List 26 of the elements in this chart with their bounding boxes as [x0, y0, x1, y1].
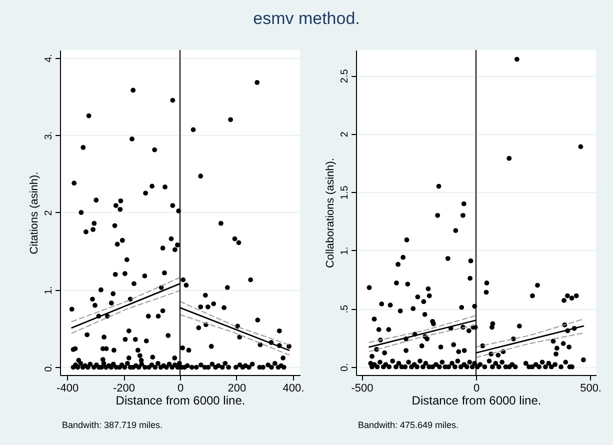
x-axis-title: Distance from 6000 line.: [116, 394, 246, 408]
x-axis-title: Distance from 6000 line.: [412, 394, 542, 408]
y-tick-label: .5: [340, 304, 350, 314]
x-tick-label: 500.: [580, 382, 602, 394]
x-tick-label: -400: [56, 382, 79, 394]
x-tick-label: 0: [177, 382, 184, 394]
y-tick-label: 1.5: [340, 185, 350, 200]
text: Bandwith: 475.649 miles.: [358, 420, 459, 430]
y-tick-label: 0.: [340, 363, 350, 372]
x-tick-label: 0: [473, 382, 480, 394]
x-tick-label: 200: [228, 382, 246, 394]
y-tick-label: 2: [44, 210, 54, 216]
y-tick-label: 1.: [44, 286, 54, 295]
y-tick-label: 4.: [44, 54, 54, 62]
text: Bandwith: 387.719 miles.: [62, 420, 163, 430]
x-tick-label: -200: [113, 382, 136, 394]
y-tick-label: 2.5: [340, 68, 350, 84]
y-tick-label: 2: [340, 131, 350, 138]
y-axis-title: Collaborations (asinh).: [324, 158, 336, 268]
x-tick-label: -500: [351, 382, 374, 394]
y-tick-label: 1.: [340, 246, 350, 256]
y-tick-label: 3.: [44, 131, 54, 140]
y-tick-label: 0.: [44, 364, 54, 372]
chart-title: esmv method.: [252, 8, 361, 30]
y-axis-title: Citations (asinh).: [28, 172, 40, 254]
x-tick-label: 400.: [282, 382, 304, 394]
